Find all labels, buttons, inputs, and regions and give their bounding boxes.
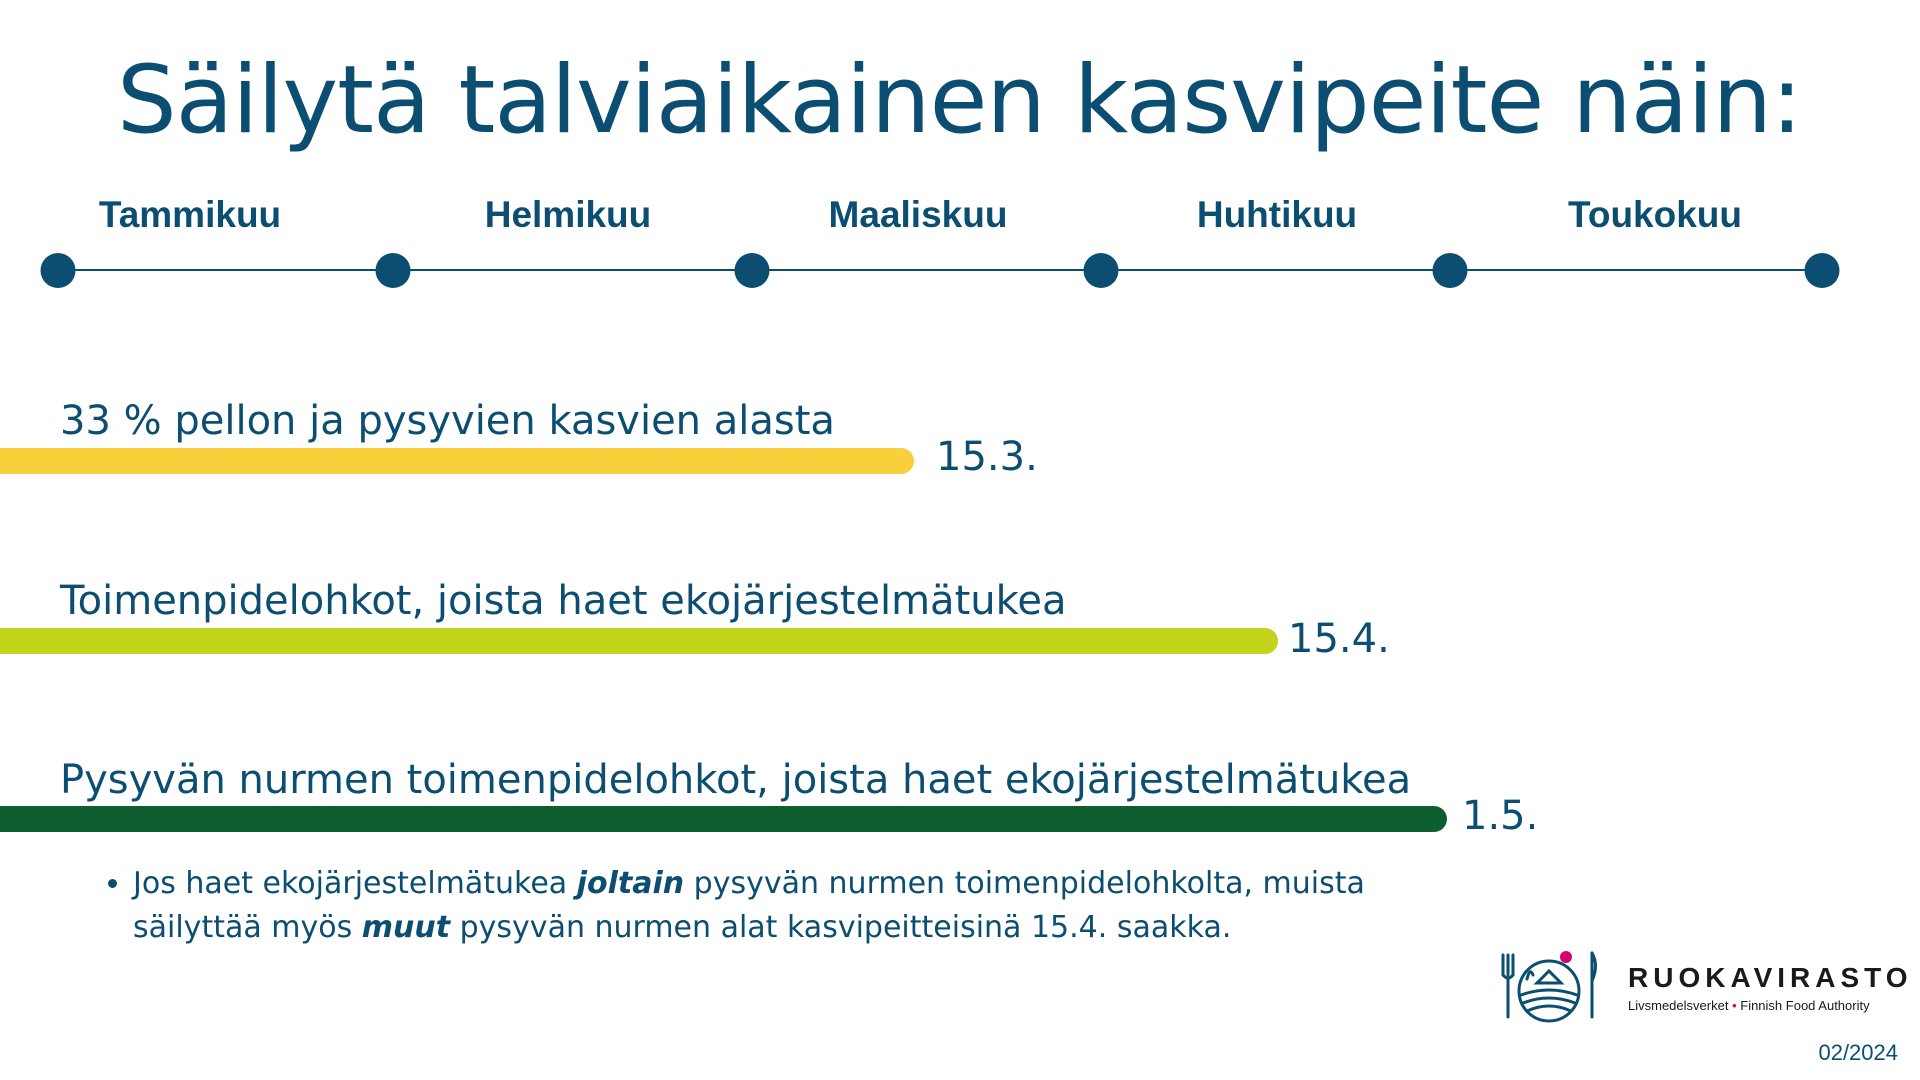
date-label: 02/2024 [1818, 1040, 1898, 1065]
month-label: Maaliskuu [828, 194, 1008, 235]
row-label-field-share: 33 % pellon ja pysyvien kasvien alasta [60, 398, 835, 444]
brand-subtitle: Livsmedelsverket • Finnish Food Authorit… [1628, 998, 1870, 1013]
row-label-permanent-grassland: Pysyvän nurmen toimenpidelohkot, joista … [60, 757, 1412, 803]
fork-field-knife-icon [1501, 951, 1597, 1023]
bar-end-date: 15.4. [1288, 616, 1390, 662]
timeline-dot [40, 253, 76, 288]
timeline-dot [1083, 253, 1119, 288]
month-label: Tammikuu [98, 194, 282, 235]
month-label: Huhtikuu [1196, 194, 1358, 235]
note-list: Jos haet ekojärjestelmätukea joltain pys… [105, 862, 1433, 950]
bar-field-share [0, 448, 914, 474]
timeline-dot [375, 253, 411, 288]
timeline-dot [1432, 253, 1468, 288]
timeline-dot [734, 253, 770, 288]
brand-name: RUOKAVIRASTO [1628, 962, 1913, 993]
page-title: Säilytä talviaikainen kasvipeite näin: [117, 46, 1803, 155]
month-label: Toukokuu [1567, 194, 1743, 235]
month-label: Helmikuu [484, 194, 652, 235]
bar-end-date: 15.3. [936, 434, 1038, 480]
timeline-dot [1804, 253, 1840, 288]
bar-permanent-grassland [0, 806, 1447, 832]
note-item: Jos haet ekojärjestelmätukea joltain pys… [133, 862, 1433, 950]
row-label-eco-blocks: Toimenpidelohkot, joista haet ekojärjest… [60, 578, 1067, 624]
timeline-axis [58, 269, 1823, 271]
bar-eco-blocks [0, 628, 1278, 654]
bar-end-date: 1.5. [1462, 793, 1539, 839]
